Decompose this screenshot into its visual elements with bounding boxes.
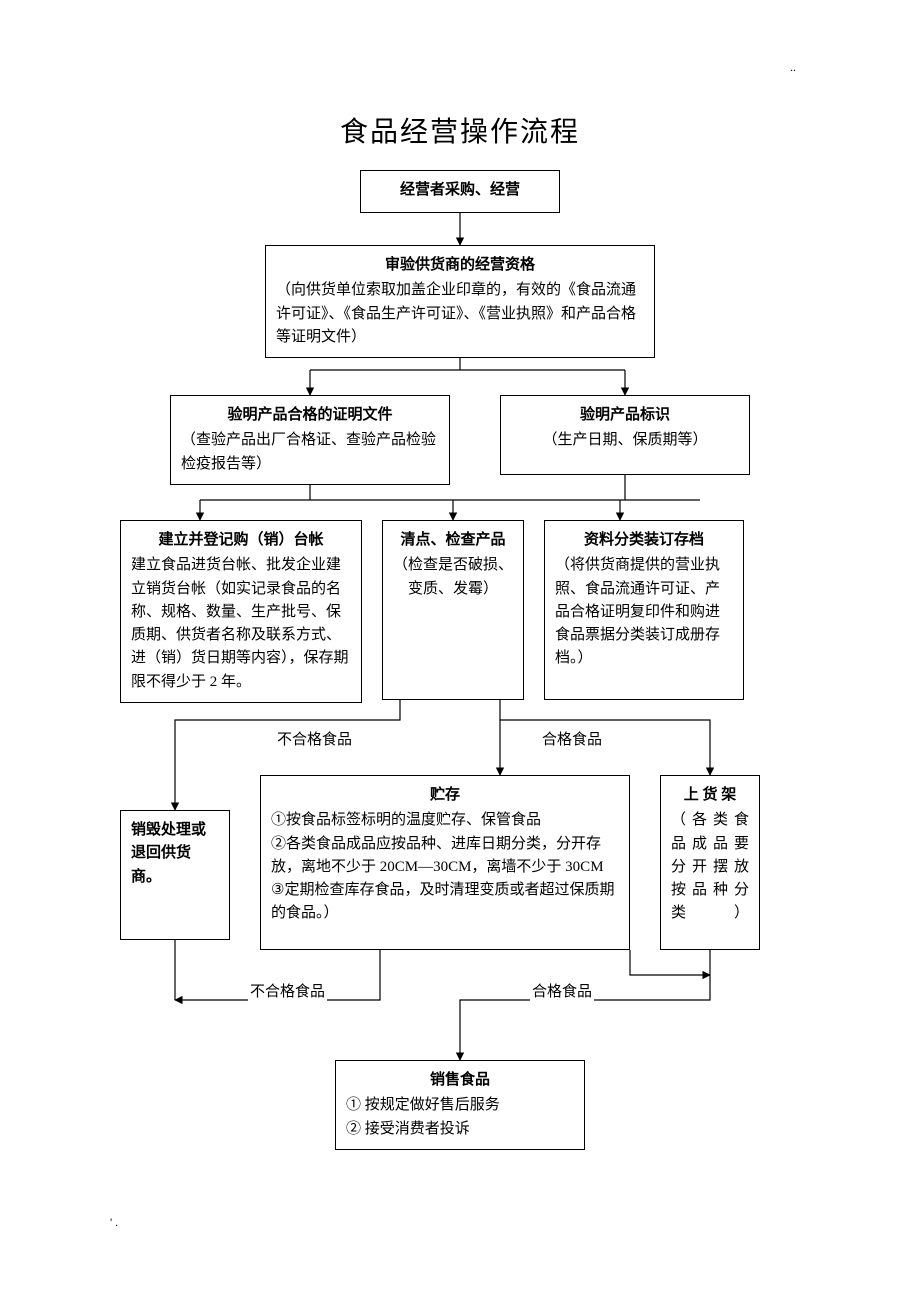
node-body: （ 各 类 食 品 成 品 要 分 开 摆 放 按 品 种 分 类 ） bbox=[671, 809, 749, 925]
edge-label-0: 不合格食品 bbox=[275, 728, 354, 749]
flow-node-n4: 验明产品标识（生产日期、保质期等） bbox=[500, 395, 750, 475]
flow-node-n7: 资料分类装订存档（将供货商提供的营业执照、食品流通许可证、产品合格证明复印件和购… bbox=[544, 520, 744, 700]
node-title: 贮存 bbox=[271, 784, 619, 807]
page: 食品经营操作流程 经营者采购、经营审验供货商的经营资格（向供货单位索取加盖企业印… bbox=[0, 0, 920, 1302]
node-title: 验明产品合格的证明文件 bbox=[181, 404, 439, 427]
edge-label-3: 合格食品 bbox=[530, 980, 594, 1001]
flow-node-n8: 销毁处理或退回供货商。 bbox=[120, 810, 230, 940]
node-body: （检查是否破损、变质、发霉） bbox=[393, 554, 513, 601]
flow-node-n11: 销售食品① 按规定做好售后服务② 接受消费者投诉 bbox=[335, 1060, 585, 1150]
edge-label-1: 合格食品 bbox=[540, 728, 604, 749]
node-title: 资料分类装订存档 bbox=[555, 529, 733, 552]
node-body: （生产日期、保质期等） bbox=[511, 429, 739, 452]
edge-12 bbox=[500, 700, 710, 775]
flow-node-n9: 贮存①按食品标签标明的温度贮存、保管食品②各类食品成品应按品种、进库日期分类，分… bbox=[260, 775, 630, 950]
node-title: 验明产品标识 bbox=[511, 404, 739, 427]
node-body: 销毁处理或退回供货商。 bbox=[131, 819, 219, 889]
node-body: （查验产品出厂合格证、查验产品检验检疫报告等） bbox=[181, 429, 439, 476]
node-title: 上 货 架 bbox=[671, 784, 749, 807]
edge-label-2: 不合格食品 bbox=[248, 980, 327, 1001]
flow-node-n3: 验明产品合格的证明文件（查验产品出厂合格证、查验产品检验检疫报告等） bbox=[170, 395, 450, 485]
flow-node-n6: 清点、检查产品（检查是否破损、变质、发霉） bbox=[382, 520, 524, 700]
flow-node-n10: 上 货 架（ 各 类 食 品 成 品 要 分 开 摆 放 按 品 种 分 类 ） bbox=[660, 775, 760, 950]
edge-14 bbox=[630, 950, 710, 975]
node-title: 经营者采购、经营 bbox=[371, 179, 549, 202]
corner-mark-bottom: ' . bbox=[110, 1215, 118, 1230]
node-body: ①按食品标签标明的温度贮存、保管食品②各类食品成品应按品种、进库日期分类，分开存… bbox=[271, 809, 619, 925]
diagram-title: 食品经营操作流程 bbox=[0, 110, 920, 150]
node-title: 建立并登记购（销）台帐 bbox=[131, 529, 351, 552]
node-body: ① 按规定做好售后服务② 接受消费者投诉 bbox=[346, 1094, 574, 1141]
flow-node-n2: 审验供货商的经营资格（向供货单位索取加盖企业印章的，有效的《食品流通许可证》、《… bbox=[265, 245, 655, 358]
flow-node-n1: 经营者采购、经营 bbox=[360, 170, 560, 213]
corner-mark-top: .. bbox=[790, 60, 796, 75]
flow-node-n5: 建立并登记购（销）台帐建立食品进货台帐、批发企业建立销货台帐（如实记录食品的名称… bbox=[120, 520, 362, 703]
node-body: （向供货单位索取加盖企业印章的，有效的《食品流通许可证》、《食品生产许可证》、《… bbox=[276, 279, 644, 349]
node-title: 清点、检查产品 bbox=[393, 529, 513, 552]
node-title: 审验供货商的经营资格 bbox=[276, 254, 644, 277]
node-title: 销售食品 bbox=[346, 1069, 574, 1092]
node-body: （将供货商提供的营业执照、食品流通许可证、产品合格证明复印件和购进食品票据分类装… bbox=[555, 554, 733, 670]
node-body: 建立食品进货台帐、批发企业建立销货台帐（如实记录食品的名称、规格、数量、生产批号… bbox=[131, 554, 351, 694]
